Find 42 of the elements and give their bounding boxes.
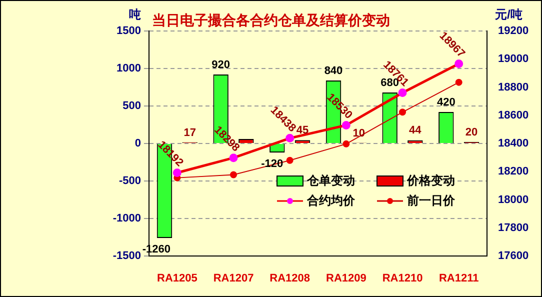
data-label: 17 <box>184 126 196 139</box>
data-label: 20 <box>465 126 478 139</box>
point <box>399 108 406 116</box>
y2-tick-label: 18800 <box>498 81 529 94</box>
y-tick-label: -1000 <box>112 212 141 225</box>
y-axis-title: 吨 <box>129 7 141 22</box>
data-label: 10 <box>352 127 365 140</box>
x-tick-label: RA1210 <box>382 272 423 285</box>
data-label: 920 <box>212 59 230 72</box>
chart-title: 当日电子撮合各合约仓单及结算价变动 <box>152 12 390 28</box>
y-tick-label: -500 <box>118 175 141 188</box>
y-tick-label: 1500 <box>116 25 141 38</box>
y2-tick-label: 18200 <box>498 166 529 178</box>
y2-axis-title: 元/吨 <box>494 7 522 22</box>
y2-tick-label: 17600 <box>498 250 529 262</box>
data-label: 420 <box>436 96 456 109</box>
point <box>230 171 237 178</box>
legend-label: 合约均价 <box>306 193 356 208</box>
y2-tick-label: 18600 <box>498 109 529 122</box>
x-tick-label: RA1209 <box>326 272 366 285</box>
legend-label: 价格变动 <box>406 173 455 188</box>
x-tick-label: RA1211 <box>438 272 479 285</box>
y2-tick-label: 17800 <box>498 222 529 234</box>
legend-label: 仓单变动 <box>306 173 355 188</box>
y2-tick-label: 19000 <box>498 53 529 66</box>
legend-label: 前一日价 <box>406 193 456 208</box>
data-label: 840 <box>324 65 343 78</box>
point <box>342 140 350 148</box>
y-tick-label: 500 <box>122 100 141 112</box>
data-label: 44 <box>409 124 422 137</box>
y2-tick-label: 18000 <box>498 194 529 206</box>
x-tick-label: RA1207 <box>213 272 254 285</box>
y-tick-label: -1500 <box>112 250 141 262</box>
y-tick-label: 0 <box>134 138 141 150</box>
point <box>286 156 294 164</box>
x-tick-label: RA1205 <box>156 272 198 285</box>
point <box>455 78 462 86</box>
y2-tick-label: 19200 <box>498 25 529 38</box>
y-tick-label: 1000 <box>116 62 141 75</box>
y2-tick-label: 18400 <box>498 138 529 150</box>
data-label: 45 <box>296 124 309 137</box>
x-tick-label: RA1208 <box>270 272 310 285</box>
